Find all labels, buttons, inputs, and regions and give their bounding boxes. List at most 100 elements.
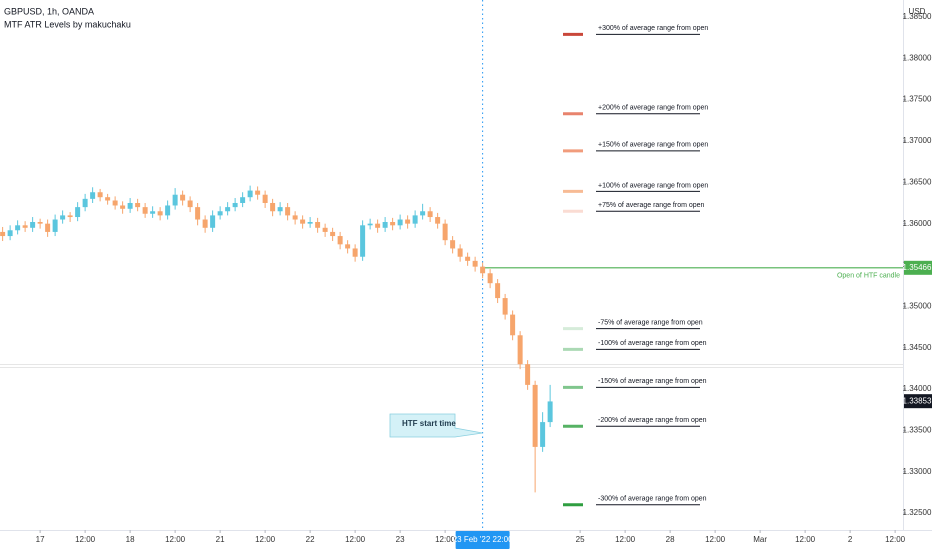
candle: [315, 217, 321, 233]
candle-body: [270, 202, 276, 212]
last-price-tag: 1.33853: [903, 396, 932, 405]
candle: [45, 219, 51, 237]
candle: [150, 206, 156, 218]
candle-body: [52, 219, 58, 232]
candle-body: [165, 205, 171, 216]
candle-body: [82, 198, 88, 208]
candle: [75, 202, 81, 222]
x-tick-label: 17: [36, 535, 45, 544]
candle-body: [30, 222, 36, 228]
candle-body: [502, 298, 508, 315]
candle: [7, 225, 13, 241]
x-tick-label: 12:00: [795, 535, 816, 544]
candle-body: [187, 200, 193, 208]
y-tick-label: 1.38500: [903, 12, 932, 21]
candle: [465, 252, 471, 266]
x-tick-label: 18: [126, 535, 135, 544]
open-price-tag-bg: [904, 260, 932, 275]
candle: [352, 244, 358, 262]
open-level-label: Open of HTF candle: [837, 273, 900, 280]
candle-body: [315, 222, 321, 228]
candle-body: [330, 231, 336, 237]
candle-body: [457, 248, 463, 257]
y-tick-label: 1.32500: [903, 508, 932, 517]
y-tick-label: 1.36000: [903, 219, 932, 228]
x-tick-label: 12:00: [615, 535, 636, 544]
candle: [180, 190, 186, 206]
candle: [22, 221, 28, 232]
htf-time-tag: 23 Feb '22 22:00: [453, 535, 513, 544]
candle: [82, 193, 88, 212]
candle: [187, 196, 193, 213]
annotation-callout: [389, 413, 483, 438]
level-label: +150% of average range from open: [598, 142, 708, 149]
candle: [360, 220, 366, 261]
candle: [345, 240, 351, 254]
candle: [157, 207, 163, 221]
candle: [375, 219, 381, 233]
candle: [270, 198, 276, 217]
candle: [330, 227, 336, 242]
candle-body: [277, 207, 283, 212]
candle: [165, 200, 171, 220]
candle-body: [382, 222, 388, 228]
y-tick-label: 1.33500: [903, 425, 932, 434]
last-price-tag-bg: [904, 394, 932, 409]
candle-body: [495, 283, 501, 299]
level-label: -300% of average range from open: [598, 496, 707, 503]
candle: [135, 198, 141, 212]
candle: [307, 217, 313, 228]
candle: [262, 190, 268, 208]
x-tick-label: 12:00: [165, 535, 186, 544]
candle: [457, 244, 463, 262]
candle: [367, 218, 373, 230]
candle-body: [37, 222, 43, 224]
candle-body: [540, 422, 546, 447]
candle: [450, 236, 456, 254]
y-tick-label: 1.35000: [903, 301, 932, 310]
currency-label: USD: [909, 7, 926, 16]
candle-body: [112, 200, 118, 206]
candle: [217, 206, 223, 220]
candle-body: [532, 384, 538, 447]
candle: [60, 210, 66, 224]
x-tick-label: Mar: [753, 535, 767, 544]
candle-body: [487, 273, 493, 284]
candle: [412, 210, 418, 228]
candle: [517, 331, 523, 370]
candle-body: [427, 211, 433, 218]
level-label: +100% of average range from open: [598, 182, 708, 189]
candle: [67, 212, 73, 223]
y-tick-label: 1.38000: [903, 53, 932, 62]
candle-body: [405, 219, 411, 224]
candle: [15, 220, 21, 235]
candle-body: [525, 364, 531, 385]
candle-body: [97, 192, 103, 198]
candle-body: [465, 256, 471, 261]
candle: [472, 256, 478, 272]
candle-body: [307, 222, 313, 224]
candle-body: [397, 219, 403, 226]
candle-body: [0, 231, 6, 237]
candle: [30, 217, 36, 232]
candle-body: [15, 225, 21, 231]
candle: [172, 188, 178, 210]
candle-body: [217, 211, 223, 216]
candle: [277, 202, 283, 216]
candle-body: [75, 207, 81, 218]
candle: [52, 214, 58, 237]
candle: [397, 214, 403, 230]
candle-body: [135, 202, 141, 208]
candle-body: [375, 223, 381, 228]
candle: [382, 217, 388, 232]
candle-body: [517, 335, 523, 365]
candle-body: [202, 219, 208, 228]
y-tick-label: 1.34000: [903, 384, 932, 393]
candle: [337, 231, 343, 250]
indicator-name: MTF ATR Levels by makuchaku: [4, 19, 131, 29]
candle: [247, 185, 253, 202]
candle: [97, 188, 103, 202]
x-tick-label: 12:00: [75, 535, 96, 544]
candle-body: [105, 197, 111, 201]
candle: [390, 217, 396, 231]
